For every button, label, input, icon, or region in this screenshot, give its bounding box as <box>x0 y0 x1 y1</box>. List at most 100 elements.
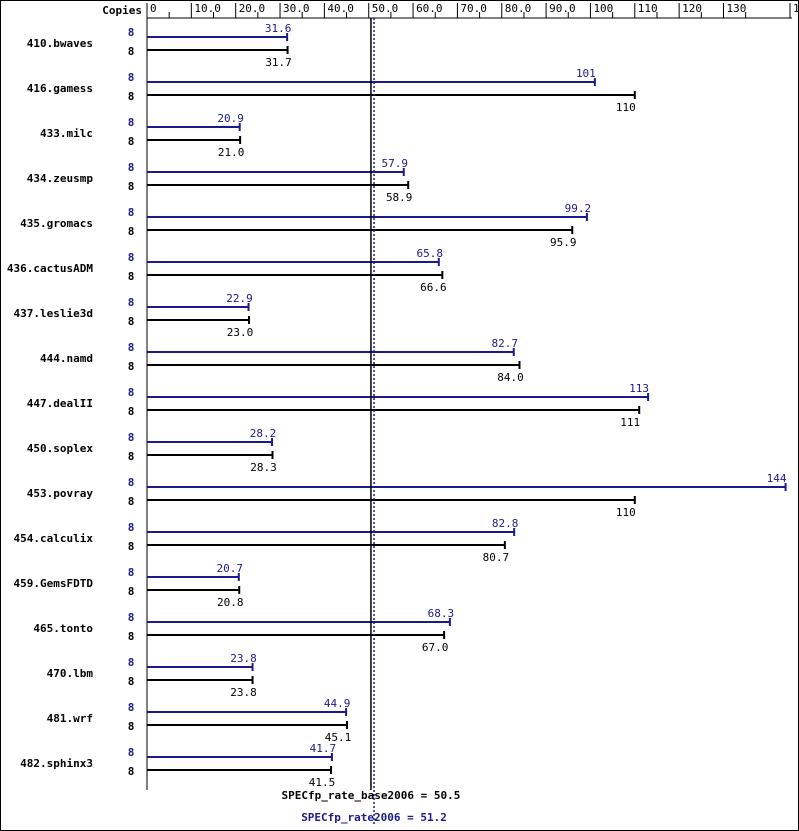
base-copies: 8 <box>128 180 135 193</box>
peak-copies: 8 <box>128 341 135 354</box>
base-copies: 8 <box>128 450 135 463</box>
base-value-label: 84.0 <box>497 371 524 384</box>
base-value-label: 80.7 <box>483 551 510 564</box>
x-tick-label: 60.0 <box>416 2 443 15</box>
base-value-label: 66.6 <box>420 281 447 294</box>
peak-value-label: 23.8 <box>230 652 257 665</box>
base-value-label: 23.0 <box>227 326 254 339</box>
x-tick-label: 30.0 <box>283 2 310 15</box>
base-copies: 8 <box>128 360 135 373</box>
x-tick-label: 0 <box>150 2 157 15</box>
peak-value-label: 101 <box>576 67 596 80</box>
x-tick-label: 145 <box>793 2 799 15</box>
benchmark-label: 437.leslie3d <box>14 307 93 320</box>
x-tick-label: 10.0 <box>194 2 221 15</box>
peak-value-label: 144 <box>767 472 787 485</box>
base-value-label: 110 <box>616 101 636 114</box>
peak-copies: 8 <box>128 566 135 579</box>
peak-copies: 8 <box>128 116 135 129</box>
base-copies: 8 <box>128 540 135 553</box>
peak-value-label: 68.3 <box>428 607 455 620</box>
benchmark-label: 447.dealII <box>27 397 93 410</box>
base-copies: 8 <box>128 495 135 508</box>
base-value-label: 20.8 <box>217 596 244 609</box>
base-value-label: 58.9 <box>386 191 413 204</box>
peak-value-label: 44.9 <box>324 697 351 710</box>
base-value-label: 95.9 <box>550 236 577 249</box>
peak-copies: 8 <box>128 386 135 399</box>
base-value-label: 67.0 <box>422 641 449 654</box>
benchmark-label: 436.cactusADM <box>7 262 93 275</box>
base-copies: 8 <box>128 405 135 418</box>
base-value-label: 41.5 <box>309 776 336 789</box>
peak-copies: 8 <box>128 296 135 309</box>
benchmark-label: 465.tonto <box>33 622 93 635</box>
peak-copies: 8 <box>128 701 135 714</box>
base-copies: 8 <box>128 675 135 688</box>
peak-value-label: 82.7 <box>491 337 518 350</box>
base-copies: 8 <box>128 90 135 103</box>
benchmark-label: 410.bwaves <box>27 37 93 50</box>
base-value-label: 23.8 <box>230 686 257 699</box>
peak-value-label: 20.7 <box>217 562 244 575</box>
x-tick-label: 130 <box>726 2 746 15</box>
base-value-label: 31.7 <box>265 56 292 69</box>
peak-copies: 8 <box>128 206 135 219</box>
base-copies: 8 <box>128 135 135 148</box>
benchmark-label: 470.lbm <box>47 667 94 680</box>
peak-copies: 8 <box>128 161 135 174</box>
benchmark-label: 481.wrf <box>47 712 93 725</box>
x-tick-label: 100 <box>593 2 613 15</box>
peak-copies: 8 <box>128 656 135 669</box>
base-value-label: 28.3 <box>250 461 277 474</box>
x-tick-label: 80.0 <box>505 2 532 15</box>
x-tick-label: 120 <box>682 2 702 15</box>
base-copies: 8 <box>128 585 135 598</box>
benchmark-label: 459.GemsFDTD <box>14 577 94 590</box>
benchmark-label: 416.gamess <box>27 82 93 95</box>
base-copies: 8 <box>128 225 135 238</box>
peak-value-label: 65.8 <box>417 247 444 260</box>
base-copies: 8 <box>128 315 135 328</box>
base-copies: 8 <box>128 765 135 778</box>
base-reference-label: SPECfp_rate_base2006 = 50.5 <box>282 789 461 802</box>
peak-value-label: 31.6 <box>265 22 292 35</box>
peak-value-label: 20.9 <box>217 112 244 125</box>
peak-copies: 8 <box>128 26 135 39</box>
peak-value-label: 28.2 <box>250 427 277 440</box>
peak-copies: 8 <box>128 71 135 84</box>
base-value-label: 110 <box>616 506 636 519</box>
peak-reference-label: SPECfp_rate2006 = 51.2 <box>301 811 447 824</box>
x-tick-label: 110 <box>638 2 658 15</box>
base-copies: 8 <box>128 270 135 283</box>
x-tick-label: 40.0 <box>327 2 354 15</box>
base-value-label: 21.0 <box>218 146 245 159</box>
benchmark-label: 434.zeusmp <box>27 172 94 185</box>
copies-header: Copies <box>102 4 142 17</box>
peak-copies: 8 <box>128 476 135 489</box>
peak-copies: 8 <box>128 251 135 264</box>
peak-value-label: 22.9 <box>226 292 253 305</box>
base-value-label: 45.1 <box>325 731 352 744</box>
benchmark-label: 435.gromacs <box>20 217 93 230</box>
peak-value-label: 99.2 <box>565 202 592 215</box>
benchmark-label: 453.povray <box>27 487 94 500</box>
peak-copies: 8 <box>128 746 135 759</box>
x-tick-label: 70.0 <box>460 2 487 15</box>
base-value-label: 111 <box>620 416 640 429</box>
peak-value-label: 82.8 <box>492 517 519 530</box>
benchmark-label: 433.milc <box>40 127 93 140</box>
peak-copies: 8 <box>128 431 135 444</box>
benchmark-label: 444.namd <box>40 352 93 365</box>
peak-value-label: 113 <box>629 382 649 395</box>
x-tick-label: 90.0 <box>549 2 576 15</box>
base-copies: 8 <box>128 630 135 643</box>
peak-value-label: 41.7 <box>310 742 337 755</box>
base-copies: 8 <box>128 45 135 58</box>
peak-copies: 8 <box>128 521 135 534</box>
base-copies: 8 <box>128 720 135 733</box>
benchmark-label: 454.calculix <box>14 532 94 545</box>
